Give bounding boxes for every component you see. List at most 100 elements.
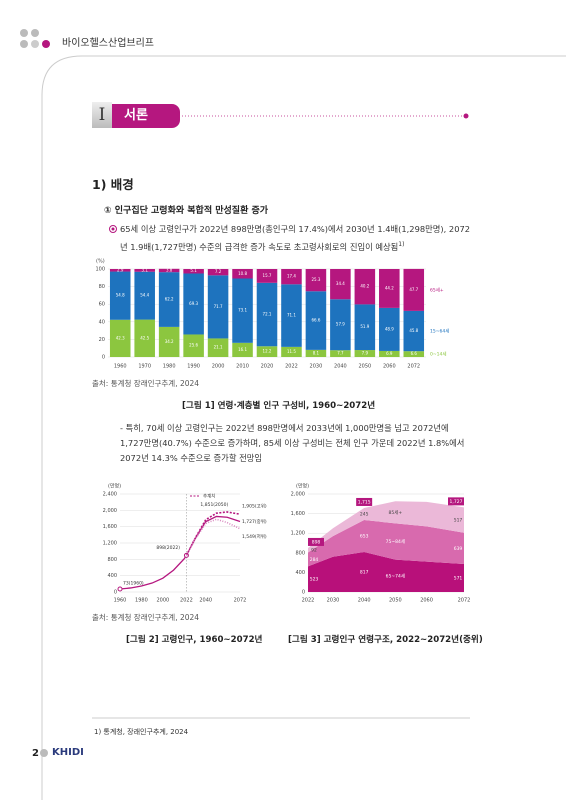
y-tick-label: 2,000 <box>103 508 117 514</box>
figure-caption: [그림 3] 고령인구 연령구조, 2022~2072년(중위) <box>288 635 483 645</box>
figure-caption: [그림 1] 연령·계층별 인구 구성비, 1960~2072년 <box>182 401 376 411</box>
bar-value-label: 7.7 <box>337 351 344 356</box>
projection-label: 1,727(중위) <box>242 518 267 525</box>
x-tick-label: 2020 <box>261 364 274 370</box>
page-border <box>41 55 566 800</box>
bar-segment <box>379 350 400 357</box>
section-rule-end <box>463 113 469 119</box>
header-title: 바이오헬스산업브리프 <box>62 38 154 49</box>
total-badge <box>356 497 373 506</box>
annotation: 73(1960) <box>123 581 144 587</box>
bar-segment <box>281 346 302 357</box>
y-tick-label: 40 <box>99 319 105 325</box>
bar-segment <box>109 271 131 320</box>
bar-segment <box>109 269 131 272</box>
header-dot <box>31 40 39 48</box>
bar-segment <box>403 268 425 311</box>
bar-segment <box>305 269 327 292</box>
y-tick-label: 0 <box>102 355 105 361</box>
footnote: 1) 통계청, 장래인구추계, 2024 <box>94 728 189 736</box>
projection-line <box>185 518 241 556</box>
bar-value-label: 7.9 <box>362 351 369 356</box>
bar-segment <box>183 269 204 274</box>
bar-value-label: 44.2 <box>385 285 394 290</box>
total-label: 1,727 <box>450 499 463 505</box>
topic-title: ① 인구집단 고령화와 복합적 만성질환 증가 <box>104 206 269 216</box>
total-badge <box>308 537 324 546</box>
bullet-text: 65세 이상 고령인구가 2022년 898만명(총인구의 17.4%)에서 2… <box>120 222 472 255</box>
figure-caption: [그림 2] 고령인구, 1960~2072년 <box>126 635 263 645</box>
bar-segment <box>158 326 180 357</box>
bar-value-label: 48.9 <box>385 326 394 331</box>
bar-segment <box>379 269 400 308</box>
bar-value-label: 6.6 <box>411 351 418 356</box>
bar-segment <box>158 272 180 327</box>
x-tick-label: 1980 <box>163 364 176 370</box>
bar-segment <box>281 284 302 347</box>
x-tick-label: 2040 <box>358 598 371 604</box>
area-value-label: 517 <box>454 518 463 524</box>
x-tick-label: 2030 <box>310 364 323 370</box>
total-label: 1,715 <box>358 499 371 505</box>
bar-value-label: 3.8 <box>166 267 173 272</box>
bar-value-label: 42.3 <box>116 335 125 340</box>
y-tick-label: 100 <box>95 267 105 273</box>
y-tick-label: 20 <box>99 337 105 343</box>
bar-value-label: 5.1 <box>190 268 197 273</box>
y-tick-label: 400 <box>295 570 305 576</box>
bar-segment <box>256 282 278 347</box>
bar-value-label: 54.8 <box>116 293 125 298</box>
bar-segment <box>305 291 327 350</box>
total-label: 898 <box>312 539 321 545</box>
area-value-label: 571 <box>454 576 463 582</box>
bar-value-label: 8.1 <box>313 350 320 355</box>
series-label: 75~84세 <box>386 538 405 545</box>
header-dot <box>42 40 50 48</box>
bar-value-label: 21.1 <box>214 345 223 350</box>
x-tick-label: 2022 <box>180 598 193 604</box>
bar-segment <box>134 269 155 272</box>
bar-value-label: 25.6 <box>189 343 198 348</box>
x-tick-label: 2000 <box>212 364 225 370</box>
x-tick-label: 2022 <box>302 598 315 604</box>
series-label: 15~64세 <box>430 328 449 335</box>
bar-segment <box>207 275 229 339</box>
bar-segment <box>232 269 253 279</box>
y-axis-label: (만명) <box>108 483 121 490</box>
series-label: 65~74세 <box>386 572 405 579</box>
x-tick-label: 2022 <box>285 364 298 370</box>
area <box>308 551 464 592</box>
page-number: 2 <box>32 748 39 759</box>
bar-value-label: 11.5 <box>287 349 296 354</box>
bar-segment <box>305 349 327 357</box>
bar-value-label: 47.7 <box>409 287 418 292</box>
annotation: 1,851(2050) <box>200 502 228 508</box>
footer-dot <box>40 749 48 757</box>
bar-segment <box>403 351 425 357</box>
y-tick-label: 2,000 <box>291 492 305 498</box>
bar-segment <box>403 310 425 352</box>
x-tick-label: 2030 <box>327 598 340 604</box>
area <box>308 519 464 567</box>
x-tick-label: 1960 <box>114 364 127 370</box>
y-tick-label: 60 <box>99 302 105 308</box>
chart-age-share: 020406080100(%)196042.354.82.9197042.554… <box>95 259 449 370</box>
bar-segment <box>158 268 180 273</box>
x-tick-label: 2060 <box>420 598 433 604</box>
bar-segment <box>354 350 376 357</box>
bar-value-label: 73.1 <box>238 308 247 313</box>
projection-label: 1,905(고위) <box>242 503 267 510</box>
header-dot <box>20 40 28 48</box>
x-tick-label: 1990 <box>187 364 200 370</box>
bar-value-label: 16.1 <box>238 347 247 352</box>
footer-logo: KHIDI <box>52 747 84 758</box>
area-value-label: 639 <box>454 546 463 552</box>
bar-segment <box>330 350 351 357</box>
bar-segment <box>207 269 229 276</box>
y-tick-label: 2,400 <box>103 492 117 498</box>
y-axis-label: (%) <box>96 259 105 265</box>
bar-value-label: 25.3 <box>311 277 320 282</box>
bullet-icon <box>111 227 115 231</box>
bar-segment <box>379 307 400 351</box>
